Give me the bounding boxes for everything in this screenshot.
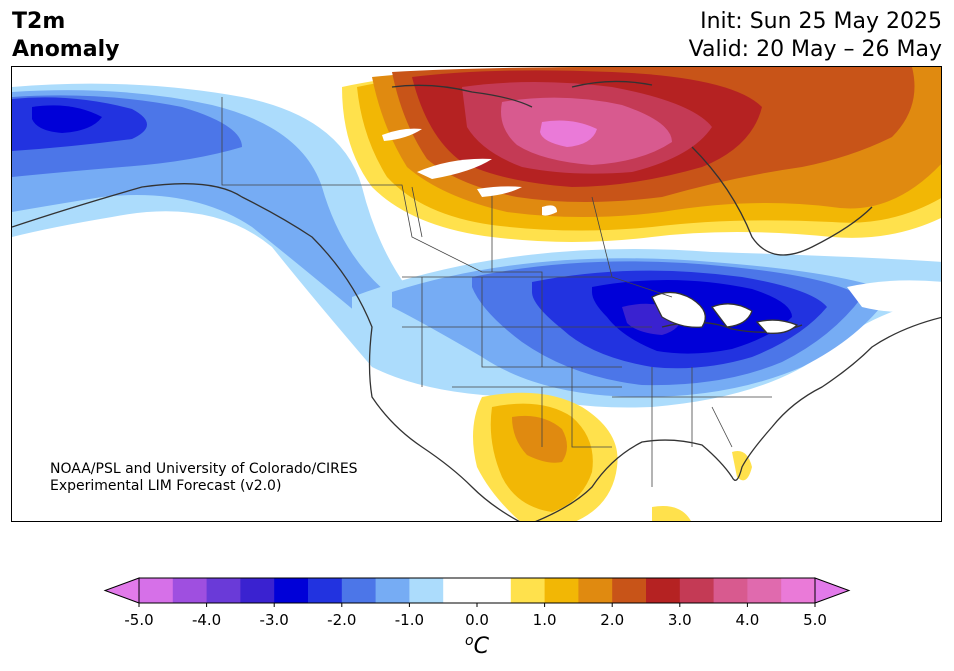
colorbar-bin [172,578,208,603]
colorbar-unit: oC [465,633,490,659]
colorbar-tick-label: 0.0 [465,611,489,629]
anomaly-map: NOAA/PSL and University of Colorado/CIRE… [11,66,942,522]
colorbar-tick-label: -4.0 [192,611,221,629]
colorbar: -5.0 -4.0 -3.0 -2.0 -1.0 0.0 1.0 2.0 3.0 4.0 5.0 o… [103,577,851,659]
credit-line-1: NOAA/PSL and University of Colorado/CIRE… [50,461,358,477]
colorbar-tick-label: 4.0 [735,611,759,629]
state-borders [221,97,772,487]
map-canvas [12,67,941,521]
valid-range: Valid: 20 May – 26 May [688,37,942,62]
colorbar-bins [103,577,851,604]
arctic-islands [382,128,557,216]
north-warm-anomaly [342,67,941,242]
colorbar-bin [679,578,715,603]
colorbar-under-arrow [103,577,140,604]
colorbar-bin [308,578,343,603]
variable-name: T2m [12,9,66,34]
colorbar-bin [409,578,444,603]
forecast-dates: Init: Sun 25 May 2025 Valid: 20 May – 26… [689,8,942,64]
colorbar-bin [510,578,546,603]
colorbar-bin [544,578,579,603]
colorbar-bin [375,578,410,603]
colorbar-tick-label: -3.0 [260,611,289,629]
colorbar-bin [578,578,613,603]
colorbar-bin [747,578,782,603]
variable-type: Anomaly [12,37,120,62]
colorbar-bin [341,578,377,603]
colorbar-bin [477,578,512,603]
colorbar-tick-label: 1.0 [533,611,557,629]
colorbar-tick-label: -5.0 [124,611,153,629]
colorbar-bin [781,578,816,603]
colorbar-tick-label: 3.0 [668,611,692,629]
colorbar-tick-label: 5.0 [803,611,827,629]
init-date: Init: Sun 25 May 2025 [700,9,942,34]
colorbar-over-arrow [814,577,851,604]
chart-title: T2m Anomaly [12,8,119,64]
colorbar-bin [139,578,174,603]
colorbar-ticks: -5.0 -4.0 -3.0 -2.0 -1.0 0.0 1.0 2.0 3.0 4.0 5.0 [124,603,827,629]
colorbar-bin [206,578,241,603]
colorbar-bin [646,578,681,603]
colorbar-tick-label: 2.0 [600,611,624,629]
colorbar-bin [443,578,478,603]
colorbar-bin [612,578,647,603]
credit-line-2: Experimental LIM Forecast (v2.0) [50,478,282,494]
colorbar-bin [274,578,309,603]
colorbar-tick-label: -1.0 [395,611,424,629]
colorbar-tick-label: -2.0 [327,611,356,629]
credit-text: NOAA/PSL and University of Colorado/CIRE… [50,461,358,495]
colorbar-bin [240,578,275,603]
coastlines [12,80,941,521]
colorbar-bin [713,578,748,603]
